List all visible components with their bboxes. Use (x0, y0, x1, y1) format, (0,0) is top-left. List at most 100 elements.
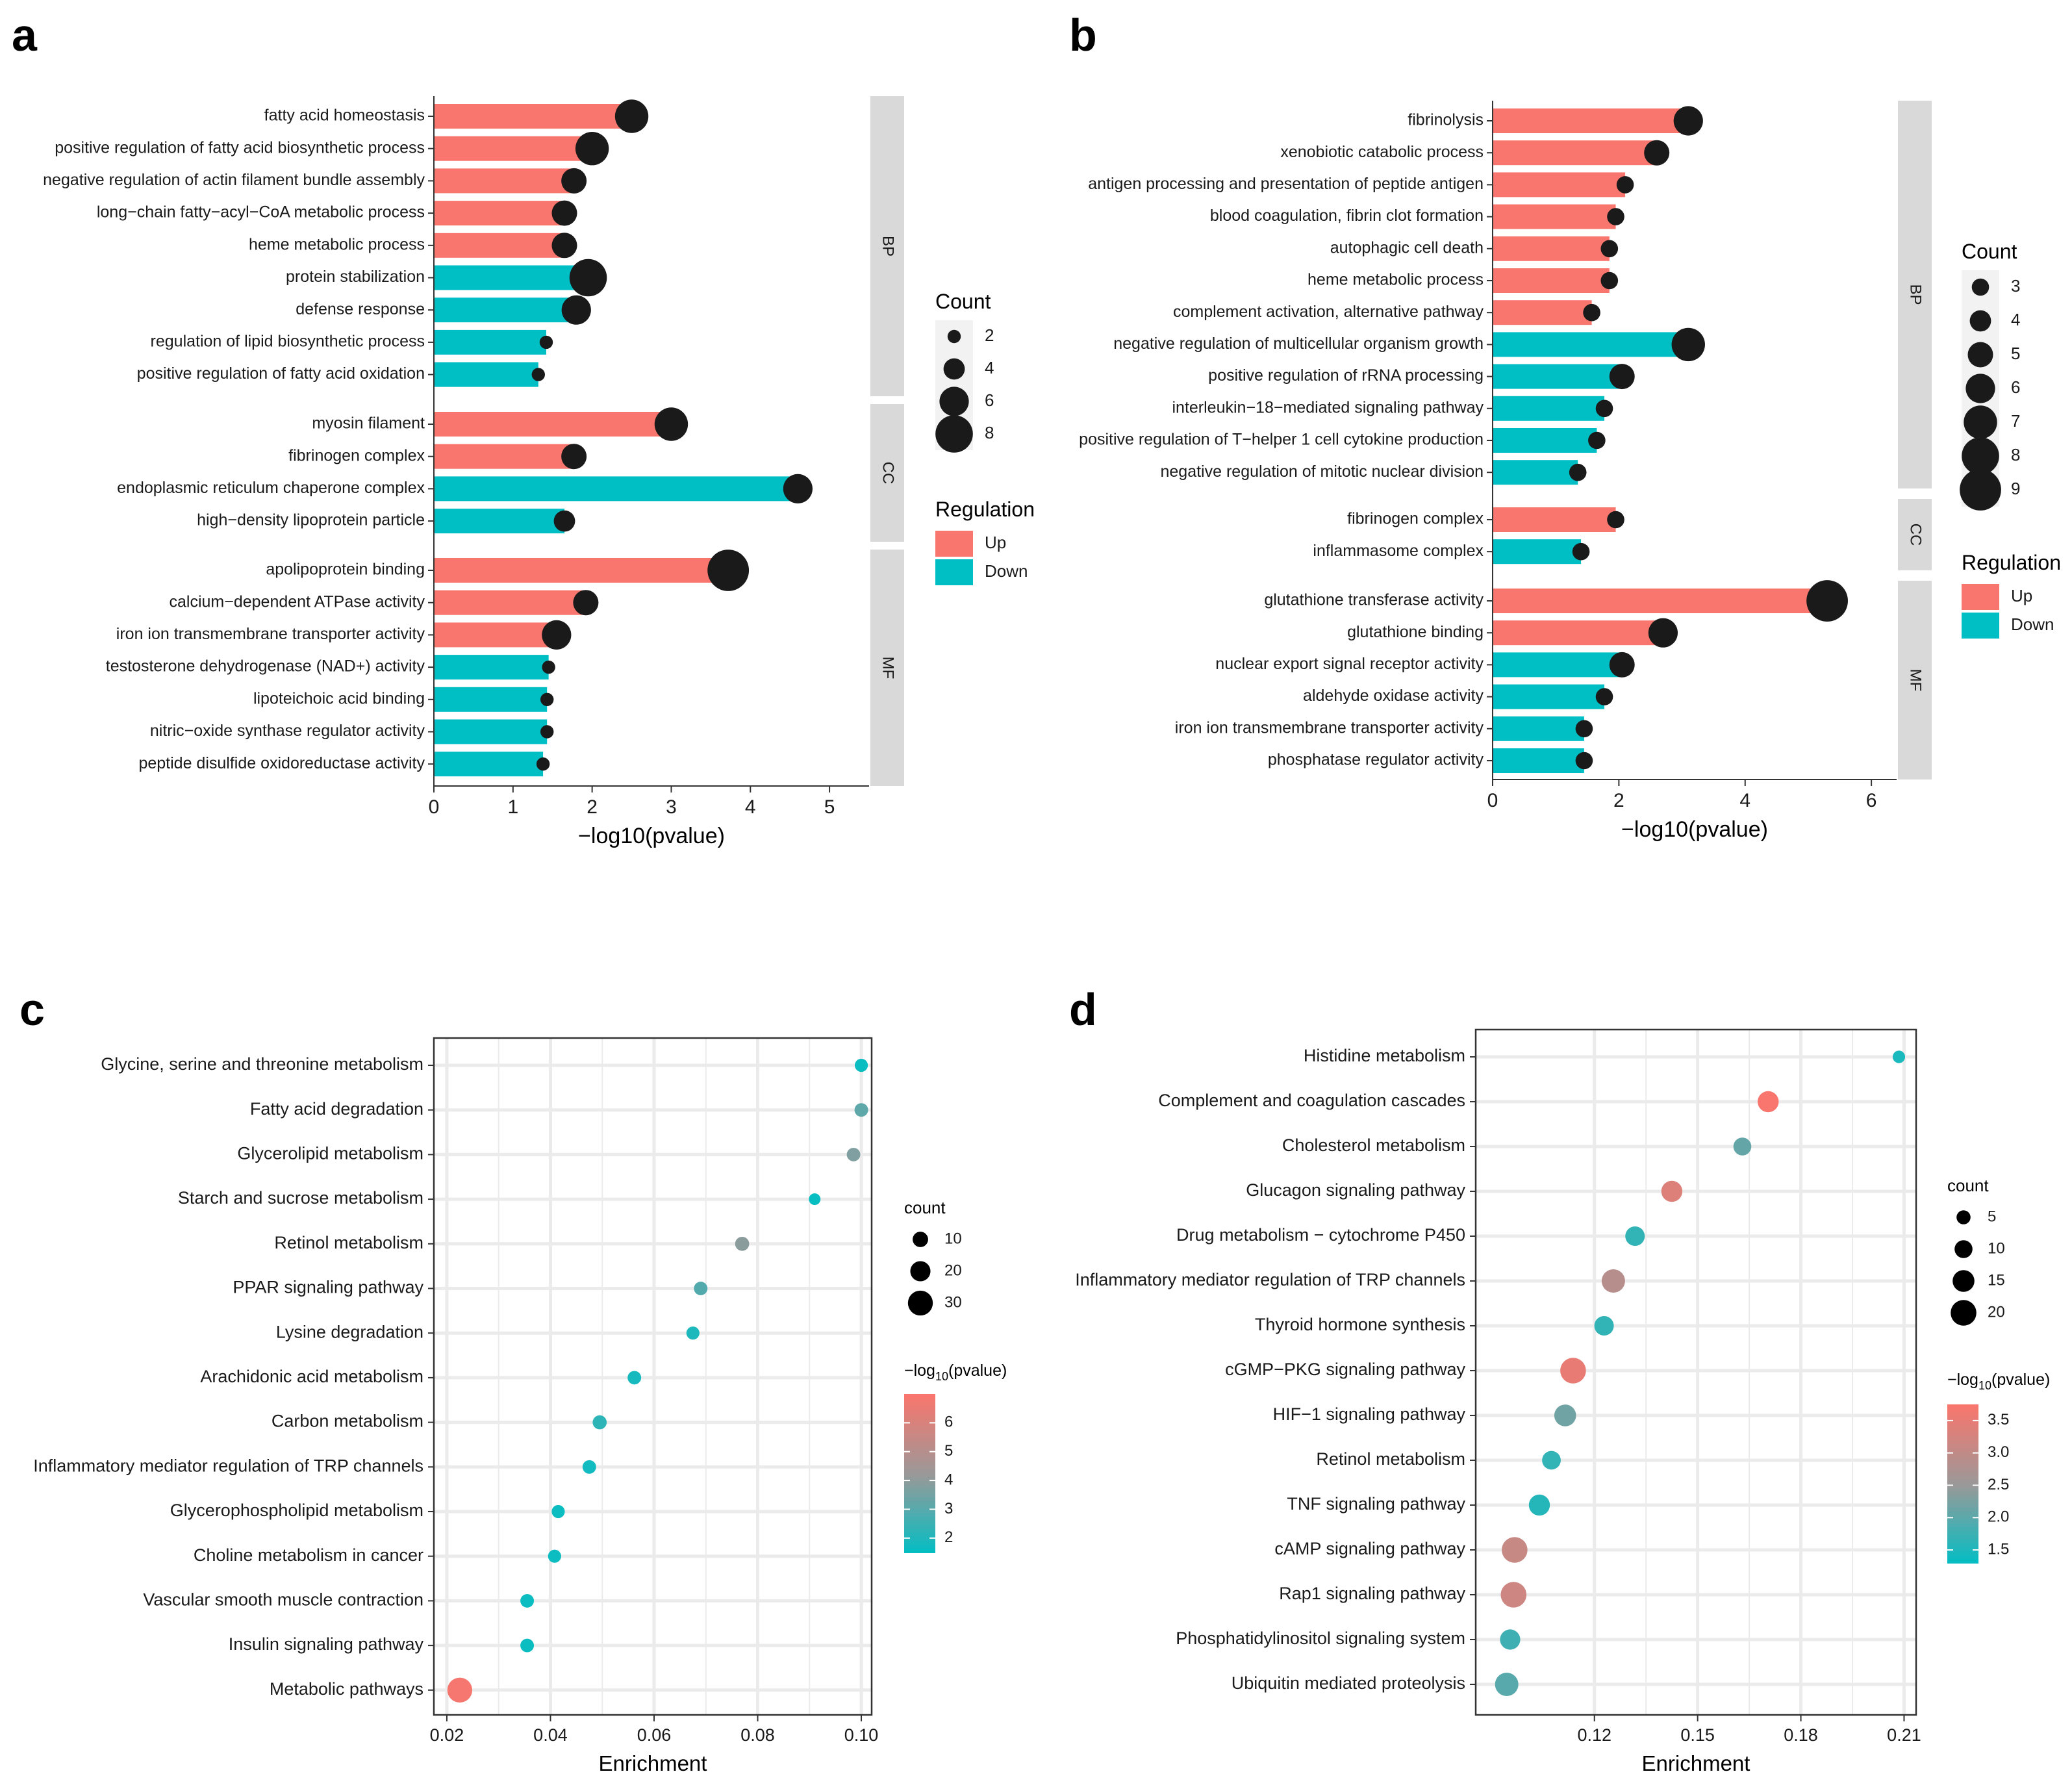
term-label: positive regulation of rRNA processing (1208, 366, 1484, 385)
term-label: antigen processing and presentation of p… (1088, 175, 1484, 193)
pathway-label: Glucagon signaling pathway (1246, 1180, 1465, 1200)
legend-colorbar-segment (904, 1544, 935, 1549)
count-dot (1607, 511, 1624, 529)
legend-colorbar-segment (1947, 1467, 1978, 1473)
legend-colorbar-label: 5 (944, 1442, 953, 1460)
facet-strip (870, 550, 904, 786)
data-point (809, 1193, 821, 1206)
legend-colorbar-segment (904, 1540, 935, 1545)
legend-size-label: 3 (2011, 276, 2020, 296)
bar (434, 298, 577, 323)
legend-colorbar-segment (904, 1521, 935, 1526)
facet-strip (1898, 101, 1932, 488)
plot-border (433, 1037, 873, 1716)
legend-size-title: count (1947, 1176, 1989, 1195)
x-tick-label: 0.04 (533, 1725, 568, 1745)
facet-label: MF (879, 657, 897, 679)
data-point (854, 1058, 868, 1072)
panel-label-b: b (1069, 10, 1097, 60)
legend-color-label: Down (985, 561, 1028, 581)
term-label: glutathione transferase activity (1264, 591, 1484, 609)
term-label: xenobiotic catabolic process (1280, 143, 1484, 161)
data-point (1560, 1358, 1586, 1384)
bar (1493, 172, 1626, 197)
bar (434, 104, 632, 129)
legend-colorbar-segment (1947, 1523, 1978, 1528)
legend-size-dot (1967, 342, 1993, 368)
legend-size-label: 5 (2011, 344, 2020, 363)
legend-colorbar-segment (1947, 1424, 1978, 1429)
count-dot (1575, 720, 1593, 738)
legend-size-label: 7 (2011, 411, 2020, 431)
term-label: long−chain fatty−acyl−CoA metabolic proc… (97, 203, 425, 222)
facet-label: BP (879, 236, 897, 257)
term-label: negative regulation of mitotic nuclear d… (1161, 463, 1484, 481)
legend-colorbar-segment (1947, 1404, 1978, 1410)
x-tick-label: 5 (824, 796, 835, 818)
count-dot (551, 233, 577, 259)
legend-colorbar-label: 2.5 (1988, 1476, 2009, 1493)
term-label: regulation of lipid biosynthetic process (151, 333, 425, 351)
pathway-label: Rap1 signaling pathway (1279, 1584, 1465, 1603)
legend-colorbar-segment (1947, 1464, 1978, 1469)
bar (434, 362, 538, 387)
count-dot (540, 725, 554, 739)
bar (1493, 620, 1663, 646)
bar (434, 719, 548, 744)
term-label: high−density lipoprotein particle (197, 511, 425, 529)
x-tick-label: 0 (1487, 790, 1498, 811)
legend-color-swatch (1962, 584, 1999, 610)
legend-colorbar-segment (904, 1453, 935, 1458)
legend-colorbar-segment (904, 1465, 935, 1470)
legend-size-dot (1956, 1210, 1971, 1224)
pathway-label: Retinol metabolism (274, 1233, 423, 1252)
legend-colorbar-segment (904, 1473, 935, 1478)
term-label: fibrinolysis (1408, 111, 1484, 129)
count-dot (561, 444, 587, 470)
pathway-label: cGMP−PKG signaling pathway (1225, 1360, 1465, 1379)
count-dot (1595, 399, 1613, 418)
legend-colorbar-segment (1947, 1551, 1978, 1556)
legend-colorbar-segment (904, 1417, 935, 1423)
legend-colorbar-segment (904, 1501, 935, 1506)
legend-colorbar-label: 3 (944, 1500, 953, 1517)
legend-colorbar-segment (1947, 1495, 1978, 1501)
term-label: negative regulation of multicellular org… (1113, 335, 1484, 353)
term-label: protein stabilization (286, 268, 425, 286)
legend-size-dot (1962, 437, 1999, 475)
legend-colorbar-segment (1947, 1519, 1978, 1524)
term-label: myosin filament (312, 414, 425, 433)
facet-label: BP (1907, 284, 1925, 305)
legend-colorbar-segment (1947, 1439, 1978, 1445)
legend-size-dot (939, 387, 969, 416)
bar (1493, 748, 1584, 773)
legend-size-label: 20 (944, 1261, 962, 1279)
count-dot (1600, 272, 1619, 290)
term-label: inflammasome complex (1313, 542, 1484, 560)
x-tick-label: 6 (1866, 790, 1877, 811)
legend-colorbar-segment (904, 1457, 935, 1462)
legend-colorbar-label: 1.5 (1988, 1540, 2009, 1558)
pathway-label: Glycerophospholipid metabolism (170, 1501, 423, 1520)
chart-panel-a: BP fatty acid homeostasis positive regulat… (43, 96, 1035, 848)
bar (1493, 332, 1689, 357)
legend-colorbar-segment (1947, 1527, 1978, 1532)
data-point (1528, 1494, 1550, 1516)
bar (1493, 108, 1689, 133)
legend-colorbar-segment (1947, 1503, 1978, 1508)
bar (434, 590, 586, 615)
count-dot (1671, 327, 1705, 362)
legend-colorbar-segment (904, 1394, 935, 1399)
facet-strip (1898, 581, 1932, 779)
legend-colorbar-segment (1947, 1554, 1978, 1560)
legend-colorbar-segment (1947, 1408, 1978, 1413)
data-point (1500, 1582, 1527, 1608)
legend-colorbar-segment (1947, 1511, 1978, 1516)
bar (1493, 364, 1623, 389)
count-dot (569, 259, 607, 297)
legend-colorbar-segment (904, 1477, 935, 1482)
legend-color-title-rest: (pvalue) (948, 1362, 1007, 1380)
term-label: endoplasmic reticulum chaperone complex (117, 479, 425, 497)
legend-colorbar-label: 3.5 (1988, 1411, 2009, 1428)
chart-panel-d: Histidine metabolism Complement and coagu… (1075, 1028, 2050, 1775)
